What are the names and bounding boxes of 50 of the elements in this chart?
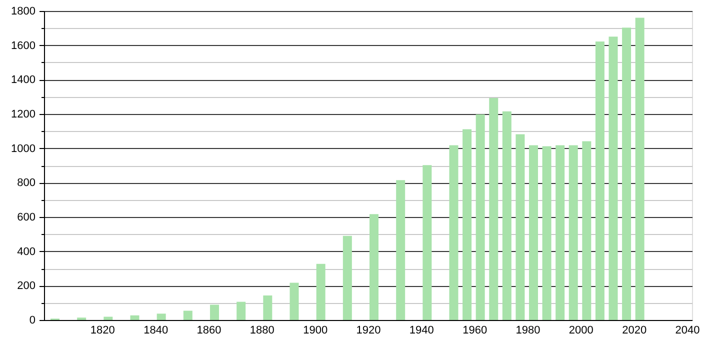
bar bbox=[595, 42, 604, 320]
bar bbox=[529, 145, 538, 320]
x-tick-label: 2040 bbox=[675, 324, 700, 336]
y-tick-label: 400 bbox=[17, 246, 36, 258]
x-tick-label: 1840 bbox=[144, 324, 168, 336]
bar bbox=[556, 145, 565, 320]
bar bbox=[130, 315, 140, 320]
bar bbox=[290, 282, 299, 320]
y-tick-label: 1800 bbox=[11, 6, 36, 18]
bar bbox=[582, 141, 592, 320]
x-tick-label: 1920 bbox=[356, 324, 381, 336]
bar bbox=[104, 316, 113, 320]
bar bbox=[396, 180, 406, 320]
x-tick-label: 1860 bbox=[196, 324, 222, 336]
bar bbox=[183, 310, 192, 320]
y-tick-label: 600 bbox=[17, 212, 36, 224]
bar bbox=[449, 145, 458, 320]
x-tick-label: 1880 bbox=[250, 324, 274, 336]
bar bbox=[476, 114, 485, 320]
y-tick-label: 800 bbox=[17, 177, 36, 190]
y-tick-label: 200 bbox=[17, 280, 36, 292]
bar bbox=[489, 98, 498, 320]
bar bbox=[236, 302, 246, 320]
x-tick-label: 1980 bbox=[516, 324, 540, 336]
bar bbox=[622, 28, 632, 320]
x-tick-label: 1900 bbox=[303, 324, 328, 336]
x-tick-label: 1960 bbox=[462, 324, 488, 336]
x-tick-label: 2000 bbox=[568, 324, 594, 336]
y-tick-label: 1000 bbox=[11, 142, 36, 155]
x-tick-label: 1820 bbox=[90, 324, 115, 336]
bar bbox=[370, 214, 378, 320]
bar bbox=[542, 146, 552, 320]
bar bbox=[316, 264, 326, 320]
bar bbox=[502, 111, 512, 320]
y-tick-label: 1600 bbox=[11, 40, 36, 52]
bar bbox=[156, 314, 166, 320]
y-tick-label: 0 bbox=[29, 314, 36, 326]
bar bbox=[342, 236, 352, 320]
bar bbox=[635, 18, 644, 320]
bar bbox=[422, 165, 432, 320]
bar bbox=[516, 134, 525, 320]
bar bbox=[608, 36, 618, 320]
y-tick-label: 1200 bbox=[11, 108, 36, 120]
bar bbox=[263, 295, 272, 320]
x-tick-label: 2020 bbox=[622, 324, 647, 336]
y-tick-label: 1400 bbox=[11, 74, 36, 86]
bar bbox=[462, 129, 472, 320]
x-tick-label: 1940 bbox=[409, 324, 434, 336]
bar bbox=[568, 145, 578, 320]
bar bbox=[210, 304, 219, 320]
